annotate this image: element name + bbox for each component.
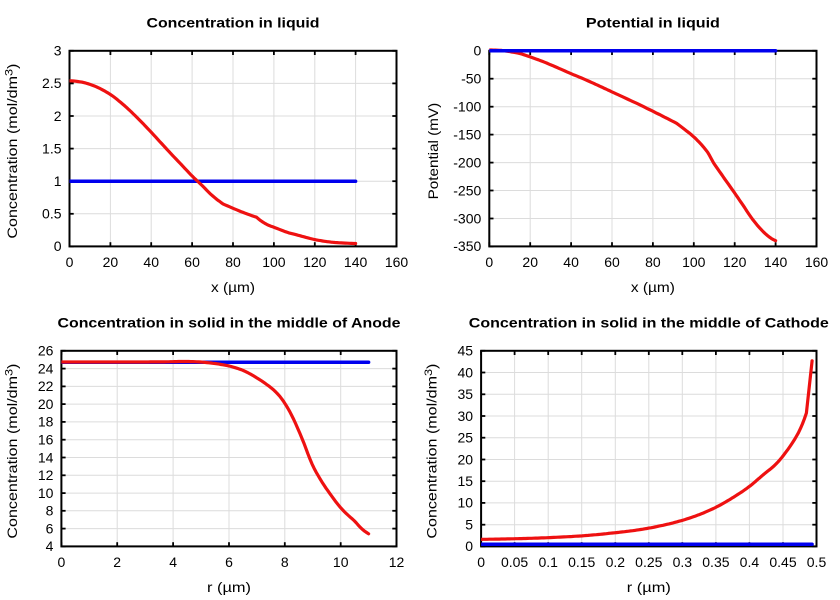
svg-text:0: 0 xyxy=(54,238,62,254)
svg-text:12: 12 xyxy=(38,467,54,483)
svg-text:0.4: 0.4 xyxy=(740,554,760,570)
svg-text:0.25: 0.25 xyxy=(635,554,662,570)
svg-text:0: 0 xyxy=(485,254,493,270)
svg-text:25: 25 xyxy=(458,430,474,446)
svg-text:-300: -300 xyxy=(453,210,481,226)
svg-text:80: 80 xyxy=(645,254,661,270)
svg-text:14: 14 xyxy=(38,449,54,465)
svg-text:Potential in liquid: Potential in liquid xyxy=(586,15,720,31)
svg-text:Potential (mV): Potential (mV) xyxy=(425,103,441,200)
svg-text:Concentration (mol/dm3): Concentration (mol/dm3) xyxy=(423,364,440,539)
svg-text:2.5: 2.5 xyxy=(42,75,62,91)
svg-text:r (µm): r (µm) xyxy=(207,579,251,595)
svg-text:1.5: 1.5 xyxy=(42,140,62,156)
svg-text:x (µm): x (µm) xyxy=(211,279,255,295)
svg-text:0: 0 xyxy=(465,538,473,554)
svg-text:0: 0 xyxy=(477,554,485,570)
svg-text:Concentration in liquid: Concentration in liquid xyxy=(147,15,320,31)
svg-text:10: 10 xyxy=(333,554,349,570)
svg-text:0.35: 0.35 xyxy=(702,554,729,570)
svg-text:160: 160 xyxy=(805,254,829,270)
svg-text:20: 20 xyxy=(458,451,474,467)
svg-text:140: 140 xyxy=(764,254,788,270)
svg-text:0.1: 0.1 xyxy=(538,554,558,570)
svg-text:40: 40 xyxy=(563,254,579,270)
svg-text:3: 3 xyxy=(54,43,62,59)
svg-text:8: 8 xyxy=(46,503,54,519)
svg-text:-50: -50 xyxy=(461,71,481,87)
svg-text:80: 80 xyxy=(225,254,241,270)
svg-text:x (µm): x (µm) xyxy=(631,279,675,295)
svg-text:Concentration (mol/dm3): Concentration (mol/dm3) xyxy=(3,364,20,539)
svg-text:60: 60 xyxy=(604,254,620,270)
svg-text:0.05: 0.05 xyxy=(501,554,528,570)
svg-text:20: 20 xyxy=(38,396,54,412)
svg-text:0.5: 0.5 xyxy=(807,554,827,570)
svg-text:24: 24 xyxy=(38,360,54,376)
svg-text:100: 100 xyxy=(262,254,286,270)
svg-text:0.2: 0.2 xyxy=(606,554,626,570)
svg-text:100: 100 xyxy=(682,254,706,270)
svg-text:6: 6 xyxy=(46,520,54,536)
svg-text:Concentration (mol/dm3): Concentration (mol/dm3) xyxy=(3,64,20,239)
svg-text:-350: -350 xyxy=(453,238,481,254)
svg-text:1: 1 xyxy=(54,173,62,189)
svg-text:6: 6 xyxy=(225,554,233,570)
svg-text:0.3: 0.3 xyxy=(673,554,693,570)
svg-text:20: 20 xyxy=(103,254,119,270)
svg-text:160: 160 xyxy=(385,254,409,270)
svg-text:40: 40 xyxy=(143,254,159,270)
svg-text:-200: -200 xyxy=(453,154,481,170)
svg-text:60: 60 xyxy=(184,254,200,270)
svg-text:18: 18 xyxy=(38,414,54,430)
svg-text:0.45: 0.45 xyxy=(769,554,796,570)
svg-text:12: 12 xyxy=(389,554,405,570)
svg-text:0: 0 xyxy=(58,554,66,570)
svg-text:8: 8 xyxy=(281,554,289,570)
svg-text:40: 40 xyxy=(458,364,474,380)
svg-text:4: 4 xyxy=(169,554,177,570)
svg-text:22: 22 xyxy=(38,378,54,394)
svg-text:30: 30 xyxy=(458,408,474,424)
svg-text:2: 2 xyxy=(113,554,121,570)
svg-text:20: 20 xyxy=(522,254,538,270)
svg-text:2: 2 xyxy=(54,108,62,124)
svg-text:15: 15 xyxy=(458,473,474,489)
svg-text:10: 10 xyxy=(458,495,474,511)
svg-text:26: 26 xyxy=(38,343,54,359)
svg-text:Concentration in solid in the: Concentration in solid in the middle of … xyxy=(58,315,401,331)
svg-text:Concentration in solid in the: Concentration in solid in the middle of … xyxy=(469,315,829,331)
svg-text:120: 120 xyxy=(723,254,747,270)
svg-text:120: 120 xyxy=(303,254,327,270)
svg-text:4: 4 xyxy=(46,538,54,554)
svg-text:5: 5 xyxy=(465,517,473,533)
svg-text:0: 0 xyxy=(66,254,74,270)
svg-text:0.15: 0.15 xyxy=(568,554,595,570)
svg-text:45: 45 xyxy=(458,343,474,359)
svg-text:0: 0 xyxy=(474,43,482,59)
svg-text:r (µm): r (µm) xyxy=(627,579,671,595)
svg-text:16: 16 xyxy=(38,432,54,448)
svg-text:-150: -150 xyxy=(453,126,481,142)
svg-text:35: 35 xyxy=(458,386,474,402)
svg-text:-250: -250 xyxy=(453,182,481,198)
svg-text:-100: -100 xyxy=(453,99,481,115)
svg-text:0.5: 0.5 xyxy=(42,206,62,222)
svg-text:140: 140 xyxy=(344,254,368,270)
svg-text:10: 10 xyxy=(38,485,54,501)
